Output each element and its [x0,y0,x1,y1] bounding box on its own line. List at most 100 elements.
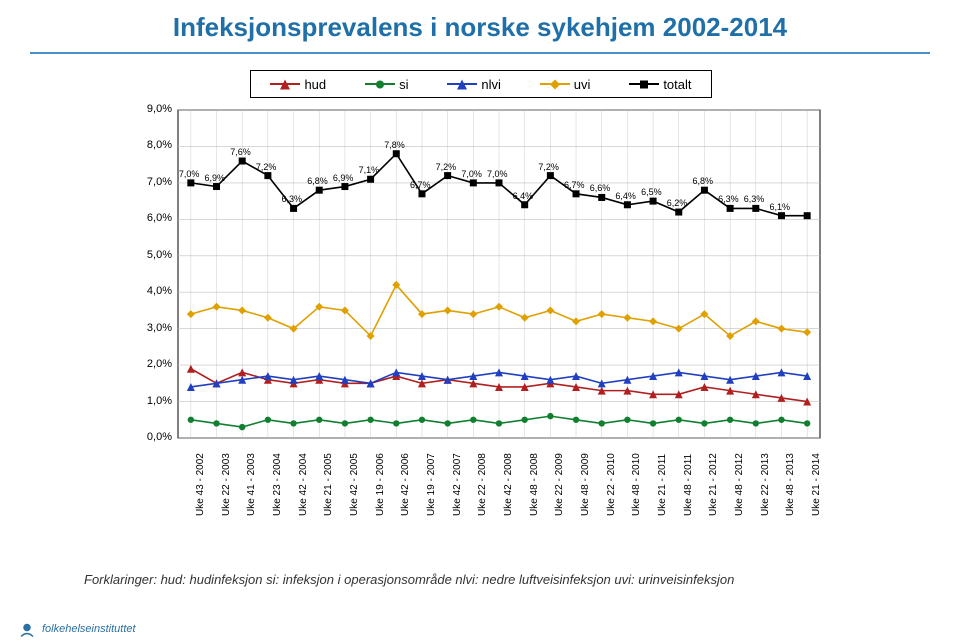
marker-si [290,420,296,426]
x-tick-label: Uke 48 - 2009 [580,453,591,516]
marker-totalt [521,201,528,208]
marker-uvi [444,306,452,314]
x-tick-label: Uke 22 - 2003 [221,453,232,516]
y-tick-label: 4,0% [130,285,172,297]
footer-text: folkehelseinstituttet [42,623,136,635]
x-tick-label: Uke 42 - 2004 [298,453,309,516]
marker-uvi [752,317,760,325]
marker-uvi [495,303,503,311]
data-label-totalt: 6,7% [564,180,585,190]
marker-uvi [572,317,580,325]
legend-item-totalt: totalt [629,77,691,92]
logo-icon [18,620,36,638]
data-label-totalt: 6,3% [282,194,303,204]
marker-uvi [238,306,246,314]
marker-totalt [213,183,220,190]
x-tick-label: Uke 21 - 2011 [657,454,668,516]
marker-totalt [804,212,811,219]
title-rule [30,52,930,54]
marker-uvi [623,314,631,322]
marker-uvi [469,310,477,318]
marker-totalt [393,150,400,157]
legend-label: uvi [574,77,591,92]
x-tick-label: Uke 48 - 2011 [683,454,694,516]
y-tick-label: 5,0% [130,249,172,261]
marker-totalt [573,190,580,197]
legend-label: totalt [663,77,691,92]
x-tick-label: Uke 41 - 2003 [246,453,257,516]
marker-uvi [546,306,554,314]
marker-totalt [470,179,477,186]
data-label-totalt: 6,9% [333,173,354,183]
data-label-totalt: 6,2% [667,198,688,208]
marker-si [547,413,553,419]
data-label-totalt: 6,4% [513,191,534,201]
data-label-totalt: 6,7% [410,180,431,190]
marker-totalt [778,212,785,219]
marker-uvi [803,328,811,336]
data-label-totalt: 6,1% [769,202,790,212]
legend-item-hud: hud [270,77,326,92]
marker-si [188,417,194,423]
legend-item-uvi: uvi [540,77,591,92]
legend-label: nlvi [481,77,501,92]
marker-uvi [521,314,529,322]
marker-totalt [752,205,759,212]
marker-totalt [239,158,246,165]
data-label-totalt: 6,5% [641,187,662,197]
x-tick-label: Uke 48 - 2013 [785,453,796,516]
marker-si [316,417,322,423]
marker-totalt [341,183,348,190]
marker-si [650,420,656,426]
x-tick-label: Uke 21 - 2005 [323,453,334,516]
data-label-totalt: 7,1% [359,165,380,175]
marker-uvi [675,325,683,333]
footer: folkehelseinstituttet [18,620,136,638]
marker-si [342,420,348,426]
page-title: Infeksjonsprevalens i norske sykehjem 20… [0,12,960,43]
x-tick-label: Uke 22 - 2008 [477,453,488,516]
legend-item-si: si [365,77,408,92]
y-tick-label: 9,0% [130,103,172,115]
data-label-totalt: 7,2% [538,162,559,172]
y-tick-label: 7,0% [130,176,172,188]
marker-si [213,420,219,426]
data-label-totalt: 7,2% [256,162,277,172]
y-tick-label: 1,0% [130,395,172,407]
marker-totalt [418,190,425,197]
x-tick-label: Uke 43 - 2002 [195,453,206,516]
x-tick-label: Uke 21 - 2014 [811,453,822,516]
y-tick-label: 3,0% [130,322,172,334]
data-label-totalt: 7,6% [230,147,251,157]
marker-uvi [649,317,657,325]
y-tick-label: 8,0% [130,139,172,151]
x-tick-label: Uke 42 - 2006 [400,453,411,516]
x-tick-label: Uke 48 - 2010 [631,453,642,516]
legend-label: si [399,77,408,92]
chart-legend: hud si nlvi uvi totalt [250,70,712,98]
marker-totalt [444,172,451,179]
marker-si [444,420,450,426]
x-tick-label: Uke 42 - 2005 [349,453,360,516]
marker-totalt [187,179,194,186]
x-tick-label: Uke 42 - 2007 [452,453,463,516]
marker-totalt [624,201,631,208]
data-label-totalt: 6,8% [692,176,713,186]
marker-totalt [264,172,271,179]
marker-totalt [316,187,323,194]
marker-totalt [367,176,374,183]
x-tick-label: Uke 48 - 2012 [734,453,745,516]
marker-totalt [650,198,657,205]
marker-si [701,420,707,426]
y-tick-label: 0,0% [130,431,172,443]
marker-si [778,417,784,423]
data-label-totalt: 6,3% [718,194,739,204]
marker-totalt [727,205,734,212]
x-tick-label: Uke 22 - 2010 [606,453,617,516]
marker-si [753,420,759,426]
marker-totalt [496,179,503,186]
marker-si [393,420,399,426]
marker-si [599,420,605,426]
data-label-totalt: 6,4% [615,191,636,201]
x-tick-label: Uke 19 - 2006 [375,453,386,516]
